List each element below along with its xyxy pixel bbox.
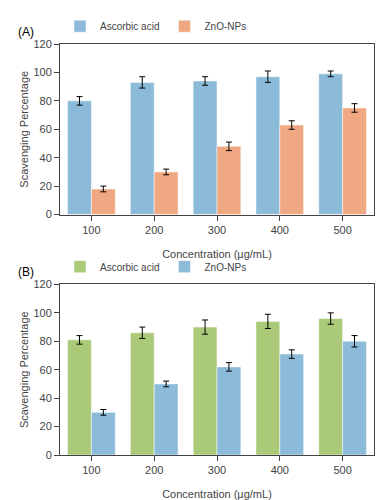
svg-text:300: 300	[208, 224, 226, 236]
svg-text:Ascorbic acid: Ascorbic acid	[100, 21, 159, 32]
svg-text:60: 60	[40, 123, 52, 135]
svg-text:0: 0	[46, 449, 52, 461]
svg-text:80: 80	[40, 95, 52, 107]
svg-text:Ascorbic acid: Ascorbic acid	[100, 262, 159, 273]
svg-text:40: 40	[40, 152, 52, 164]
svg-text:(A): (A)	[18, 25, 34, 39]
svg-text:Concentration (µg/mL): Concentration (µg/mL)	[162, 248, 272, 260]
svg-text:ZnO-NPs: ZnO-NPs	[204, 21, 246, 32]
svg-text:20: 20	[40, 180, 52, 192]
svg-text:400: 400	[271, 224, 289, 236]
svg-text:200: 200	[145, 464, 163, 476]
svg-text:500: 500	[333, 224, 351, 236]
svg-text:Scavenging Percentage: Scavenging Percentage	[18, 311, 30, 428]
svg-text:80: 80	[40, 335, 52, 347]
svg-text:100: 100	[33, 66, 51, 78]
svg-text:400: 400	[271, 464, 289, 476]
svg-text:500: 500	[333, 464, 351, 476]
svg-text:100: 100	[82, 464, 100, 476]
svg-text:0: 0	[46, 208, 52, 220]
svg-text:200: 200	[145, 224, 163, 236]
svg-text:20: 20	[40, 420, 52, 432]
svg-text:(B): (B)	[18, 265, 34, 279]
svg-text:300: 300	[208, 464, 226, 476]
svg-text:Concentration (µg/mL): Concentration (µg/mL)	[162, 488, 272, 500]
svg-text:ZnO-NPs: ZnO-NPs	[204, 262, 246, 273]
svg-text:60: 60	[40, 364, 52, 376]
svg-text:120: 120	[33, 278, 51, 290]
svg-text:100: 100	[33, 307, 51, 319]
svg-text:120: 120	[33, 38, 51, 50]
svg-text:40: 40	[40, 392, 52, 404]
svg-text:Scavenging Percentage: Scavenging Percentage	[18, 71, 30, 188]
svg-text:100: 100	[82, 224, 100, 236]
